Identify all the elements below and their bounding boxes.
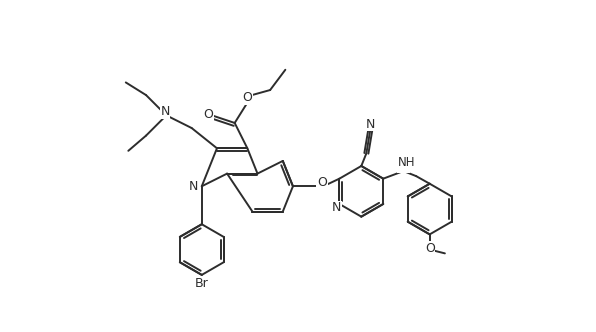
Text: N: N: [398, 159, 407, 173]
Text: N: N: [332, 201, 342, 214]
Text: O: O: [243, 91, 252, 104]
Text: N: N: [160, 105, 170, 118]
Text: NH: NH: [398, 156, 415, 169]
Text: O: O: [203, 108, 213, 121]
Text: O: O: [317, 176, 327, 189]
Text: N: N: [365, 118, 375, 131]
Text: H: H: [401, 159, 409, 173]
Text: Br: Br: [195, 277, 209, 290]
Text: O: O: [425, 242, 434, 255]
Text: N: N: [188, 180, 198, 193]
